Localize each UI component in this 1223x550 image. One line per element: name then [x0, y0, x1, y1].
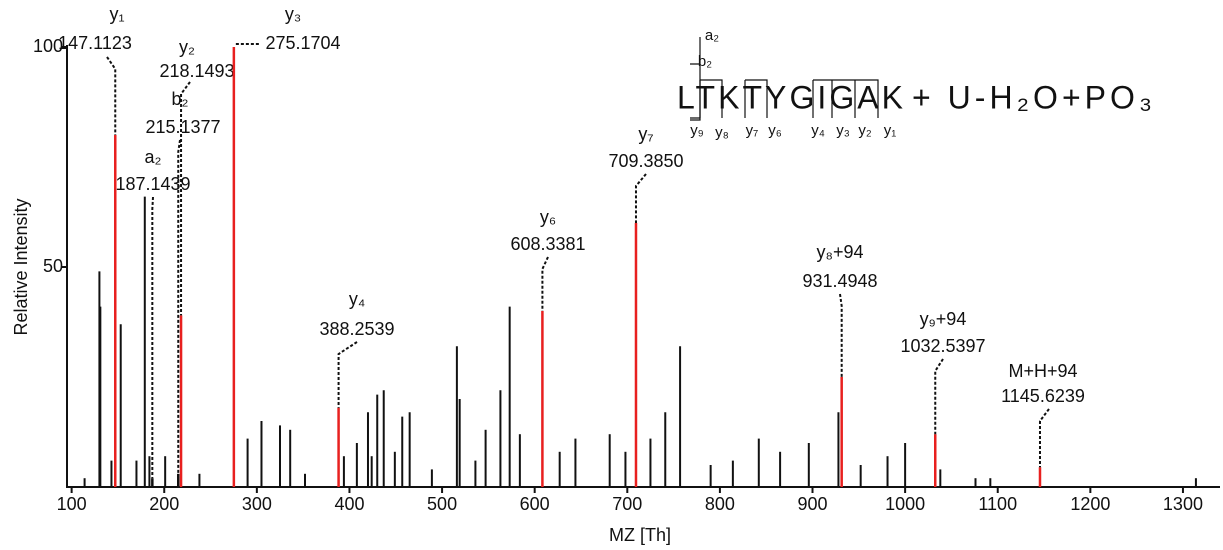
mz-label: 931.4948	[802, 271, 877, 291]
mz-label: 709.3850	[608, 151, 683, 171]
label-leader	[934, 358, 944, 435]
x-tick-label: 100	[57, 494, 87, 514]
label-leader	[839, 293, 843, 377]
mz-label: 275.1704	[265, 33, 340, 53]
label-leader	[1038, 408, 1050, 468]
x-tick-label: 1200	[1070, 494, 1110, 514]
mz-label: 388.2539	[319, 319, 394, 339]
x-tick-label: 900	[797, 494, 827, 514]
fragment-label: y₇	[746, 122, 759, 139]
fragment-label: a₂	[705, 27, 719, 44]
y-axis-label: Relative Intensity	[11, 198, 31, 335]
x-tick-label: 1100	[978, 494, 1017, 514]
label-leader	[151, 196, 154, 479]
label-leader	[177, 139, 181, 474]
mz-label: 608.3381	[510, 234, 585, 254]
y-tick-label: 50	[43, 256, 63, 276]
mz-label: 1032.5397	[900, 336, 985, 356]
y-tick-label: 100	[33, 36, 63, 56]
x-tick-label: 400	[334, 494, 364, 514]
fragment-label: y₈	[715, 124, 729, 141]
x-tick-label: 1300	[1163, 494, 1203, 514]
ion-label: y₃	[285, 4, 301, 24]
ion-label: y₉+94	[920, 309, 967, 329]
ion-label: y₂	[179, 37, 195, 57]
mz-label: 1145.6239	[1001, 386, 1085, 406]
x-axis-label: MZ [Th]	[609, 525, 671, 545]
fragment-brackets	[690, 37, 879, 121]
fragment-label: y₁	[884, 122, 897, 139]
ion-label: y₄	[349, 289, 365, 309]
x-tick-label: 500	[427, 494, 457, 514]
mz-label: 218.1493	[159, 61, 234, 81]
mz-label: 187.1439	[115, 174, 190, 194]
fragment-label: b₂	[698, 53, 712, 70]
label-leader	[634, 173, 647, 223]
label-leader	[337, 341, 358, 408]
ion-label: y₇	[638, 124, 653, 144]
x-tick-label: 1000	[885, 494, 925, 514]
fragment-label: y₄	[811, 122, 825, 139]
fragment-label: y₉	[690, 122, 704, 139]
label-leader	[180, 81, 191, 316]
label-leader	[541, 256, 549, 311]
x-tick-label: 200	[149, 494, 179, 514]
x-tick-label: 600	[520, 494, 550, 514]
fragment-label: y₃	[836, 122, 850, 139]
ion-label: M+H+94	[1008, 361, 1077, 381]
label-leader	[106, 56, 117, 135]
ion-label: a₂	[145, 147, 162, 167]
peptide-sequence: LTKTYGIGAK	[677, 79, 903, 115]
mz-label: 147.1123	[58, 33, 132, 53]
fragment-label: y₆	[768, 122, 782, 139]
ion-label: y₆	[540, 207, 556, 227]
ion-label: y₁	[109, 4, 124, 24]
ion-label: b₂	[172, 89, 189, 109]
peptide-modification: + U-H₂O+PO₃	[912, 79, 1152, 115]
fragment-label: y₂	[858, 122, 872, 139]
ion-label: y₈+94	[817, 242, 864, 262]
x-tick-label: 800	[705, 494, 735, 514]
mz-label: 215.1377	[145, 117, 220, 137]
x-tick-label: 700	[612, 494, 642, 514]
x-tick-label: 300	[242, 494, 272, 514]
